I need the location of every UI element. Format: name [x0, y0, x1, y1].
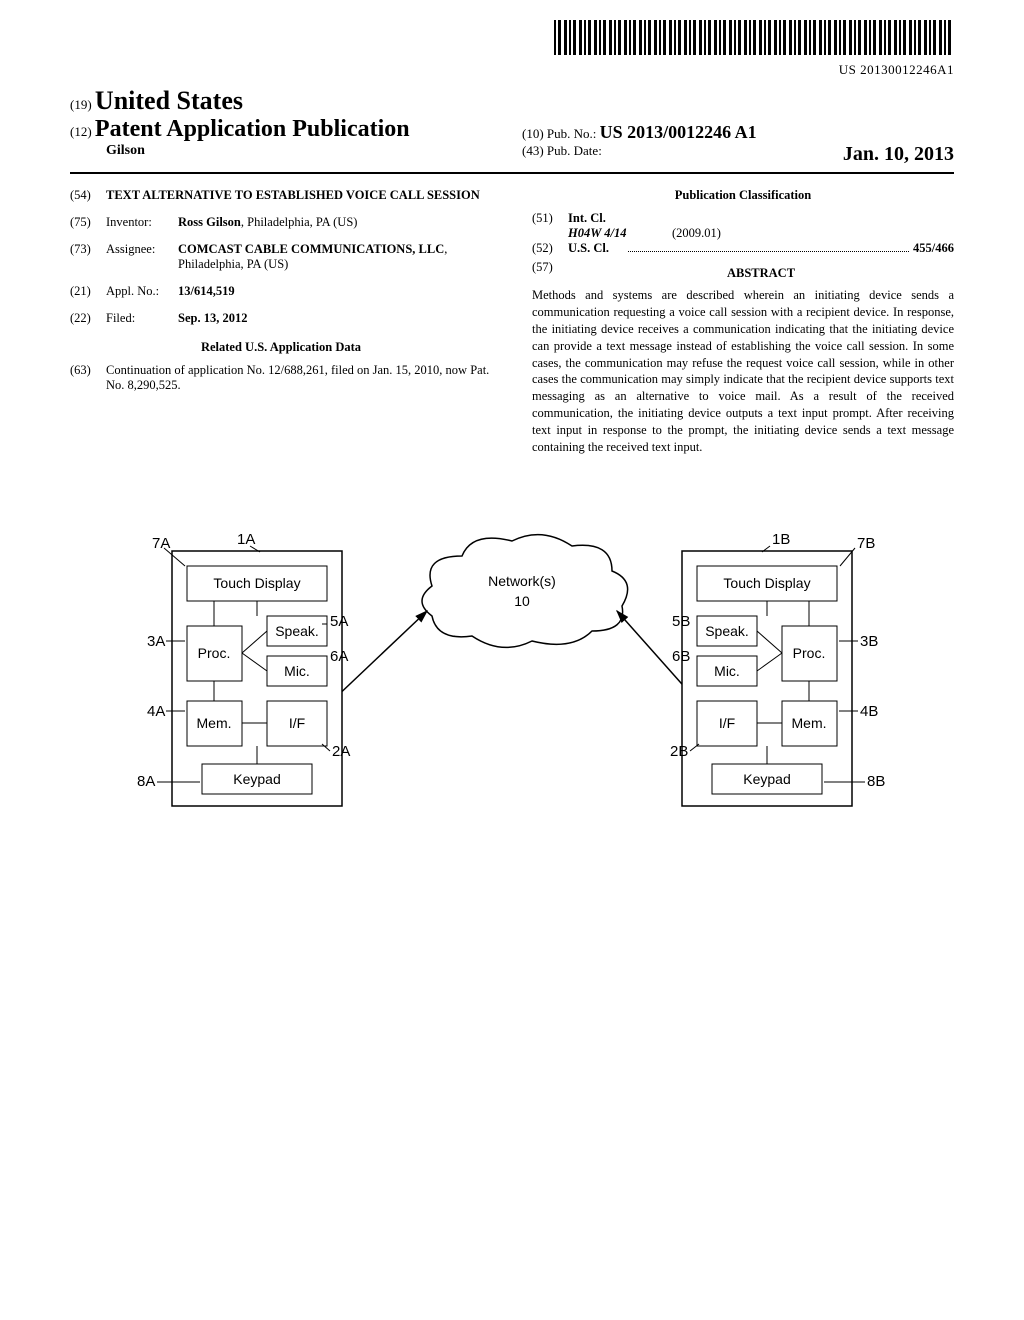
publication-type: Patent Application Publication: [95, 116, 410, 142]
publication-header: (19) United States (12) Patent Applicati…: [70, 86, 954, 174]
dot-leader: [628, 251, 909, 252]
inid-73: (73): [70, 242, 106, 272]
if-a: I/F: [289, 715, 305, 731]
assignee-label: Assignee:: [106, 242, 178, 272]
application-number: 13/614,519: [178, 284, 492, 299]
barcode-region: US 20130012246A1: [70, 20, 954, 78]
lbl-3b: 3B: [860, 633, 878, 650]
publication-date: Jan. 10, 2013: [843, 143, 954, 166]
device-a: Touch Display Proc. Speak. Mic. Mem. I/F…: [137, 531, 350, 806]
lbl-6a: 6A: [330, 648, 348, 665]
touch-a: Touch Display: [213, 575, 300, 591]
inid-57: (57): [532, 260, 568, 287]
intcl-value-row: H04W 4/14 (2009.01): [532, 226, 954, 241]
applno-label: Appl. No.:: [106, 284, 178, 299]
inid-22: (22): [70, 311, 106, 326]
inventor-location: , Philadelphia, PA (US): [241, 215, 358, 229]
continuation-row: (63) Continuation of application No. 12/…: [70, 363, 492, 393]
biblio-left-column: (54) TEXT ALTERNATIVE TO ESTABLISHED VOI…: [70, 188, 492, 456]
barcode-icon: [554, 20, 954, 55]
author-name: Gilson: [70, 143, 502, 159]
inid-43: (43): [522, 143, 544, 158]
inventor-name: Ross Gilson: [178, 215, 241, 229]
keypad-a: Keypad: [233, 771, 280, 787]
inid-52: (52): [532, 241, 568, 256]
inid-75: (75): [70, 215, 106, 230]
lbl-8a: 8A: [137, 773, 155, 790]
mic-b: Mic.: [714, 663, 740, 679]
lbl-4b: 4B: [860, 703, 878, 720]
header-right: (10) Pub. No.: US 2013/0012246 A1 (43) P…: [522, 86, 954, 166]
lbl-2a: 2A: [332, 743, 350, 760]
pub-date-label: Pub. Date:: [547, 143, 602, 158]
uscl-row: (52) U.S. Cl. 455/466: [532, 241, 954, 256]
lbl-3a: 3A: [147, 633, 165, 650]
barcode-number: US 20130012246A1: [70, 62, 954, 78]
biblio-right-column: Publication Classification (51) Int. Cl.…: [532, 188, 954, 456]
intcl-date: (2009.01): [672, 226, 721, 241]
keypad-b: Keypad: [743, 771, 790, 787]
classification-heading: Publication Classification: [532, 188, 954, 203]
lbl-1b: 1B: [772, 531, 790, 548]
filed-date: Sep. 13, 2012: [178, 311, 492, 326]
related-heading: Related U.S. Application Data: [70, 340, 492, 355]
network-cloud: Network(s) 10: [422, 534, 628, 647]
inid-12: (12): [70, 124, 92, 139]
lbl-6b: 6B: [672, 648, 690, 665]
lbl-1a: 1A: [237, 531, 255, 548]
intcl-row: (51) Int. Cl.: [532, 211, 954, 226]
title-row: (54) TEXT ALTERNATIVE TO ESTABLISHED VOI…: [70, 188, 492, 203]
cloud-number: 10: [514, 593, 530, 609]
lbl-5a: 5A: [330, 613, 348, 630]
publication-number: US 2013/0012246 A1: [600, 122, 757, 142]
inid-19: (19): [70, 97, 92, 112]
lbl-7b: 7B: [857, 535, 875, 552]
invention-title: TEXT ALTERNATIVE TO ESTABLISHED VOICE CA…: [106, 188, 492, 203]
inid-10: (10): [522, 126, 544, 141]
lbl-2b: 2B: [670, 743, 688, 760]
header-left: (19) United States (12) Patent Applicati…: [70, 86, 502, 166]
inid-54: (54): [70, 188, 106, 203]
mem-a: Mem.: [197, 715, 232, 731]
figure-svg: Network(s) 10 Touch Display Proc. Speak.…: [70, 506, 954, 846]
device-b: Touch Display Proc. Speak. Mic. Mem. I/F…: [670, 531, 885, 806]
assignee-row: (73) Assignee: COMCAST CABLE COMMUNICATI…: [70, 242, 492, 272]
cloud-label: Network(s): [488, 573, 556, 589]
intcl-code: H04W 4/14: [532, 226, 672, 241]
pub-no-label: Pub. No.:: [547, 126, 596, 141]
lbl-4a: 4A: [147, 703, 165, 720]
if-b: I/F: [719, 715, 735, 731]
filed-row: (22) Filed: Sep. 13, 2012: [70, 311, 492, 326]
applno-row: (21) Appl. No.: 13/614,519: [70, 284, 492, 299]
speak-a: Speak.: [275, 623, 319, 639]
intcl-label: Int. Cl.: [568, 211, 624, 226]
inid-63: (63): [70, 363, 106, 393]
uscl-label: U.S. Cl.: [568, 241, 624, 256]
mem-b: Mem.: [792, 715, 827, 731]
inventor-label: Inventor:: [106, 215, 178, 230]
abstract-heading-row: (57) ABSTRACT: [532, 260, 954, 287]
lbl-7a: 7A: [152, 535, 170, 552]
uscl-value: 455/466: [913, 241, 954, 256]
proc-b: Proc.: [793, 645, 826, 661]
abstract-label: ABSTRACT: [568, 266, 954, 281]
continuation-text: Continuation of application No. 12/688,2…: [106, 363, 492, 393]
filed-label: Filed:: [106, 311, 178, 326]
lbl-5b: 5B: [672, 613, 690, 630]
speak-b: Speak.: [705, 623, 749, 639]
inid-21: (21): [70, 284, 106, 299]
country-name: United States: [95, 86, 243, 115]
lbl-8b: 8B: [867, 773, 885, 790]
bibliographic-columns: (54) TEXT ALTERNATIVE TO ESTABLISHED VOI…: [70, 188, 954, 456]
figure-1: Network(s) 10 Touch Display Proc. Speak.…: [70, 506, 954, 846]
touch-b: Touch Display: [723, 575, 810, 591]
mic-a: Mic.: [284, 663, 310, 679]
abstract-text: Methods and systems are described wherei…: [532, 287, 954, 456]
assignee-name: COMCAST CABLE COMMUNICATIONS, LLC: [178, 242, 444, 256]
inventor-row: (75) Inventor: Ross Gilson, Philadelphia…: [70, 215, 492, 230]
proc-a: Proc.: [198, 645, 231, 661]
inid-51: (51): [532, 211, 568, 226]
